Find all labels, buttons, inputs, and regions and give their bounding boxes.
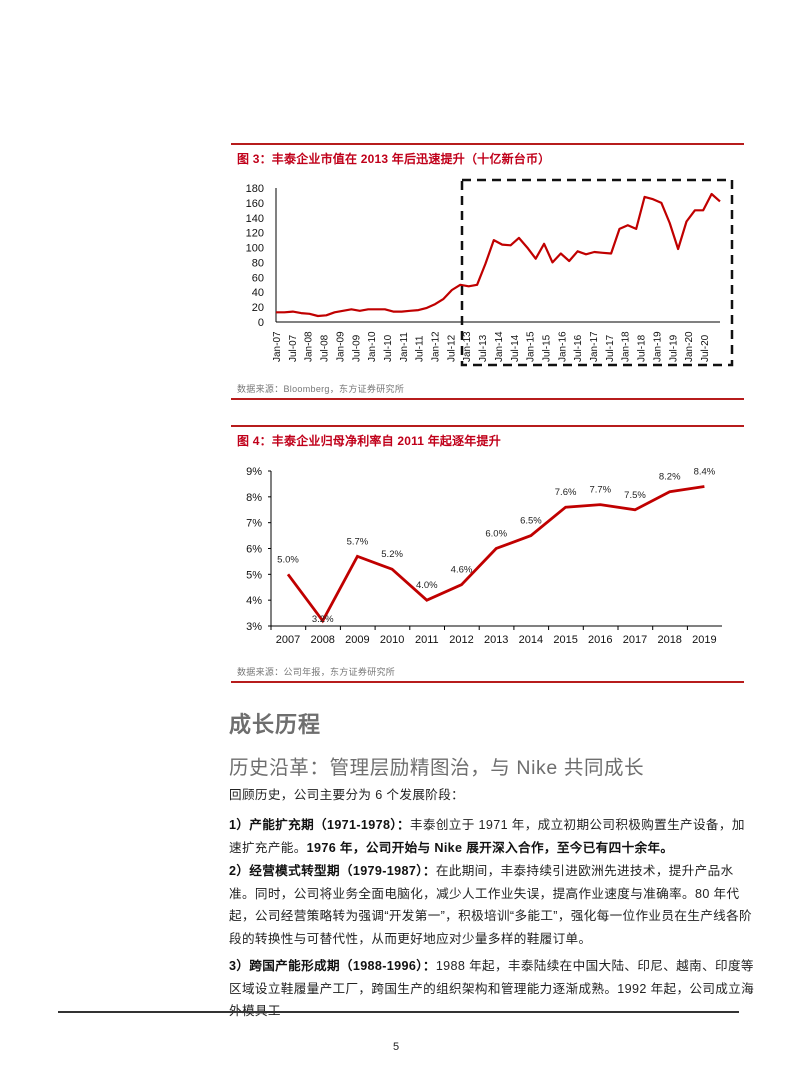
intro-paragraph: 回顾历史，公司主要分为 6 个发展阶段： xyxy=(229,788,465,802)
page-number: 5 xyxy=(393,1041,400,1053)
x-tick-label: Jan-19 xyxy=(652,331,663,362)
x-tick-label: Jul-18 xyxy=(637,334,648,362)
section-heading: 成长历程 xyxy=(229,712,322,737)
x-tick-label: Jan-15 xyxy=(526,331,537,362)
data-label: 5.0% xyxy=(277,554,299,565)
x-tick-label: Jan-07 xyxy=(272,331,283,362)
data-label: 4.6% xyxy=(451,565,473,576)
x-tick-label: 2014 xyxy=(519,634,543,646)
data-label: 8.2% xyxy=(659,472,681,483)
data-label: 4.0% xyxy=(416,580,438,591)
stage-1-text: 丰泰创立于 1971 年，成立初期公司积极购置生产设备，加速扩充产能。 xyxy=(229,818,745,855)
x-tick-label: 2009 xyxy=(345,634,369,646)
x-tick-label: Jan-14 xyxy=(494,331,505,362)
y-tick-label: 60 xyxy=(252,272,264,284)
x-tick-label: Jan-13 xyxy=(462,331,473,362)
figure4-top-rule xyxy=(231,425,744,427)
y-tick-label: 4% xyxy=(246,595,262,607)
y-tick-label: 40 xyxy=(252,287,264,299)
figure3-top-rule xyxy=(231,143,744,145)
stage-1-label: 1）产能扩充期（1971-1978）： xyxy=(229,818,410,832)
x-tick-label: Jul-13 xyxy=(478,334,489,362)
stage-2-label: 2）经营模式转型期（1979-1987）： xyxy=(229,864,436,878)
stage-3-text: 1988 年起，丰泰陆续在中国大陆、印尼、越南、印度等区域设立鞋履量产工厂，跨国… xyxy=(229,959,755,1018)
data-label: 6.5% xyxy=(520,516,542,527)
x-tick-label: Jan-12 xyxy=(431,331,442,362)
x-tick-label: Jul-08 xyxy=(320,334,331,362)
x-tick-label: Jul-09 xyxy=(351,334,362,362)
y-tick-label: 80 xyxy=(252,257,264,269)
data-label: 6.0% xyxy=(485,529,507,540)
data-label: 7.7% xyxy=(589,485,611,496)
y-tick-label: 3% xyxy=(246,621,262,633)
x-tick-label: 2015 xyxy=(553,634,577,646)
x-tick-label: 2017 xyxy=(623,634,647,646)
x-tick-label: Jul-10 xyxy=(383,334,394,362)
y-tick-label: 20 xyxy=(252,302,264,314)
x-tick-label: Jul-17 xyxy=(605,334,616,362)
figure3-source: 数据来源：Bloomberg，东方证券研究所 xyxy=(237,384,405,394)
x-tick-label: Jul-12 xyxy=(446,334,457,362)
y-tick-label: 100 xyxy=(246,243,264,255)
data-label: 8.4% xyxy=(694,467,716,478)
data-label: 3.2% xyxy=(312,614,334,625)
x-tick-label: 2016 xyxy=(588,634,612,646)
stage-3-label: 3）跨国产能形成期（1988-1996）： xyxy=(229,959,436,973)
x-tick-label: Jan-17 xyxy=(589,331,600,362)
y-tick-label: 5% xyxy=(246,569,262,581)
x-tick-label: Jul-16 xyxy=(573,334,584,362)
figure4-source: 数据来源：公司年报，东方证券研究所 xyxy=(237,667,396,677)
x-tick-label: Jul-14 xyxy=(510,334,521,362)
y-tick-label: 7% xyxy=(246,518,262,530)
stage-1-bold-text: 1976 年，公司开始与 Nike 展开深入合作，至今已有四十余年。 xyxy=(306,840,674,855)
y-tick-label: 140 xyxy=(246,213,264,225)
x-tick-label: Jan-08 xyxy=(304,331,315,362)
section-subheading: 历史沿革：管理层励精图治，与 Nike 共同成长 xyxy=(229,757,645,779)
stage-2-paragraph: 2）经营模式转型期（1979-1987）：在此期间，丰泰持续引进欧洲先进技术，提… xyxy=(229,860,757,950)
x-tick-label: Jul-19 xyxy=(668,334,679,362)
figure4-bottom-rule xyxy=(231,681,744,683)
data-label: 5.2% xyxy=(381,549,403,560)
figure3-bottom-rule xyxy=(231,398,744,400)
highlight-box xyxy=(460,178,734,367)
data-label: 5.7% xyxy=(347,536,369,547)
net-margin-line xyxy=(286,485,705,624)
x-tick-label: 2018 xyxy=(657,634,681,646)
x-tick-label: 2010 xyxy=(380,634,404,646)
x-tick-label: 2019 xyxy=(692,634,716,646)
data-label: 7.6% xyxy=(555,487,577,498)
y-tick-label: 180 xyxy=(246,183,264,195)
x-tick-label: Jul-11 xyxy=(415,335,426,362)
figure4-chart: 3% 4% 5% 6% 7% 8% 9% 2007 2008 2009 2010 2011 2012 20… xyxy=(246,466,722,646)
x-tick-label: 2013 xyxy=(484,634,508,646)
figure3-title: 图 3：丰泰企业市值在 2013 年后迅速提升（十亿新台币） xyxy=(237,152,551,166)
data-label: 7.5% xyxy=(624,490,646,501)
y-tick-label: 6% xyxy=(246,544,262,556)
x-tick-label: Jan-10 xyxy=(367,331,378,362)
y-tick-label: 8% xyxy=(246,492,262,504)
y-tick-label: 120 xyxy=(246,228,264,240)
x-tick-label: 2011 xyxy=(415,634,439,646)
figure4-title: 图 4：丰泰企业归母净利率自 2011 年起逐年提升 xyxy=(237,434,501,448)
x-tick-label: 2008 xyxy=(310,634,334,646)
y-tick-label: 0 xyxy=(258,317,264,329)
market-cap-line xyxy=(276,192,721,318)
x-tick-label: Jul-15 xyxy=(541,334,552,362)
stage-2-text: 在此期间，丰泰持续引进欧洲先进技术，提升产品水准。同时，公司将业务全面电脑化，减… xyxy=(229,864,752,946)
x-tick-label: 2012 xyxy=(449,634,473,646)
x-tick-label: 2007 xyxy=(276,634,300,646)
x-tick-label: Jan-20 xyxy=(684,331,695,362)
x-tick-label: Jan-09 xyxy=(335,331,346,362)
x-tick-label: Jul-07 xyxy=(288,334,299,362)
y-tick-label: 9% xyxy=(246,466,262,478)
stage-3-paragraph: 3）跨国产能形成期（1988-1996）：1988 年起，丰泰陆续在中国大陆、印… xyxy=(229,955,757,1023)
y-tick-label: 160 xyxy=(246,198,264,210)
figure3-chart: 0 20 40 60 80 100 120 140 160 180 Jan-07 Jul-07 Jan-… xyxy=(246,178,734,367)
footer-rule xyxy=(58,1011,739,1013)
x-tick-label: Jan-18 xyxy=(621,331,632,362)
x-tick-label: Jul-20 xyxy=(700,334,711,362)
x-tick-label: Jan-16 xyxy=(557,331,568,362)
stage-1-paragraph: 1）产能扩充期（1971-1978）：丰泰创立于 1971 年，成立初期公司积极… xyxy=(229,814,757,859)
x-tick-label: Jan-11 xyxy=(399,332,410,362)
